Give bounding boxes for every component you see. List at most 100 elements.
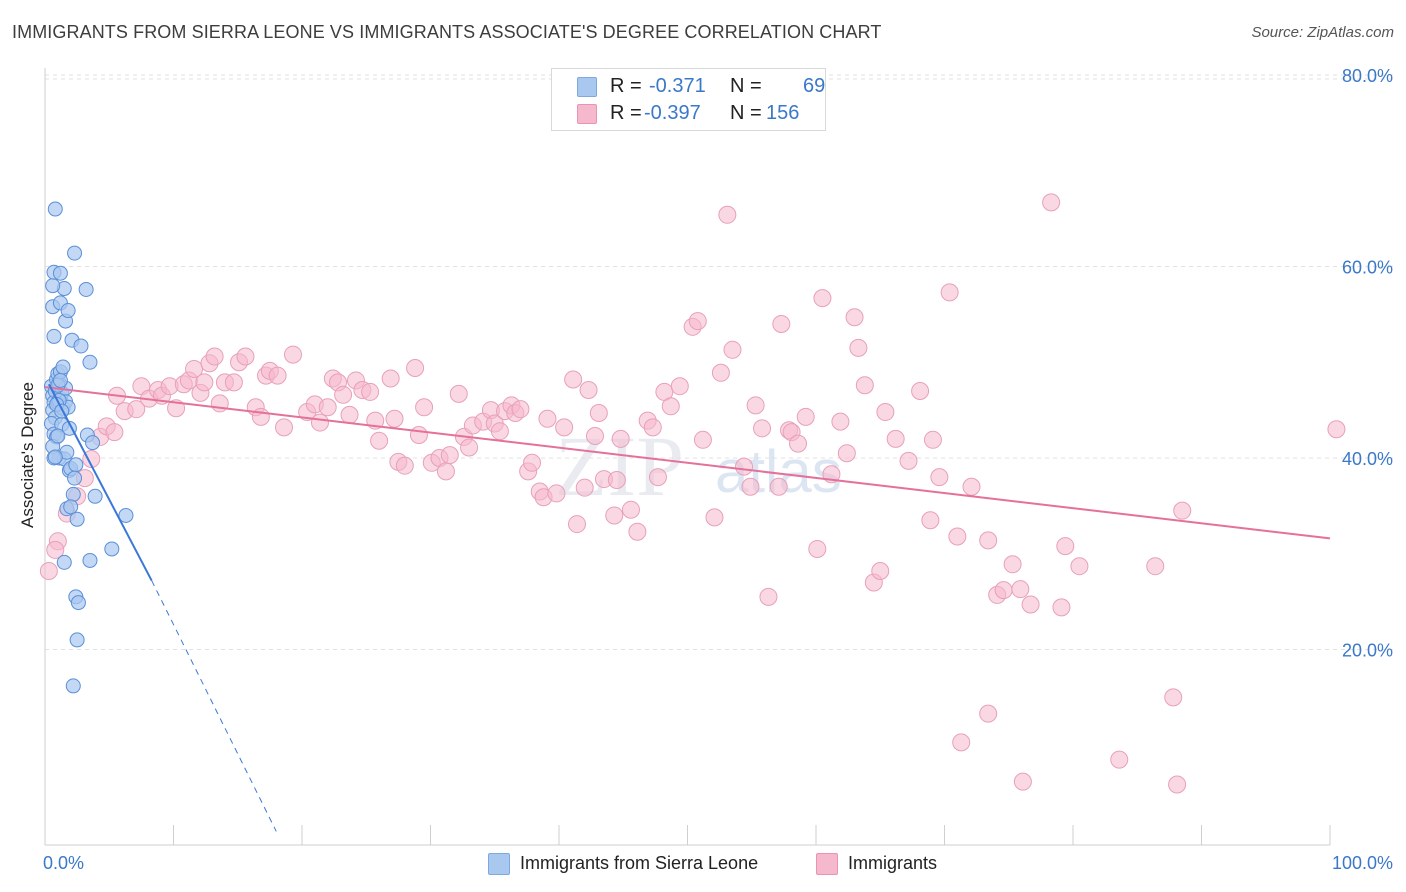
data-point-immigrants [567, 515, 586, 534]
legend-swatch-pink [577, 104, 597, 124]
y-tick-label: 80.0% [1342, 66, 1393, 86]
data-point-immigrants [837, 444, 856, 463]
data-point-immigrants [948, 527, 967, 546]
trend-line-sierra-leone [47, 383, 153, 582]
data-point-immigrants [952, 733, 971, 752]
trend-line-immigrants [44, 386, 1331, 540]
data-point-immigrants [268, 366, 287, 385]
data-point-immigrants [796, 407, 815, 426]
data-point-immigrants [876, 403, 895, 422]
data-point-immigrants [923, 430, 942, 449]
data-point-immigrants [1164, 688, 1183, 707]
data-point-immigrants [849, 338, 868, 357]
data-point-immigrants [406, 358, 425, 377]
tick-labels: 20.0% 40.0% 60.0% 80.0% 0.0% 100.0% [43, 66, 1393, 873]
x-tick-label: 100.0% [1332, 853, 1393, 873]
data-point-immigrants [789, 434, 808, 453]
data-point-immigrants [1042, 193, 1061, 212]
y-axis-label: Associate's Degree [18, 382, 37, 528]
data-point-sierra-leone [47, 449, 63, 465]
data-point-immigrants [611, 429, 630, 448]
data-point-immigrants [334, 385, 353, 404]
data-point-sierra-leone [70, 595, 86, 611]
data-point-sierra-leone [87, 488, 103, 504]
x-tick-label: 0.0% [43, 853, 84, 873]
data-point-immigrants [723, 340, 742, 359]
data-point-immigrants [1110, 750, 1129, 769]
data-point-sierra-leone [56, 554, 72, 570]
data-point-sierra-leone [63, 499, 79, 515]
data-point-immigrants [547, 484, 566, 503]
data-point-sierra-leone [73, 338, 89, 354]
data-point-immigrants [693, 430, 712, 449]
legend-n-label: N = [730, 102, 762, 124]
data-point-immigrants [899, 451, 918, 470]
data-point-sierra-leone [82, 354, 98, 370]
data-point-immigrants [370, 431, 389, 450]
data-point-immigrants [979, 704, 998, 723]
data-point-immigrants [385, 409, 404, 428]
legend-label: Immigrants from Sierra Leone [520, 853, 759, 873]
data-point-immigrants [911, 381, 930, 400]
legend-label: Immigrants [848, 853, 938, 873]
data-point-immigrants [236, 347, 255, 366]
y-tick-label: 40.0% [1342, 449, 1393, 469]
trend-lines [44, 383, 1331, 832]
data-point-immigrants [741, 477, 760, 496]
data-point-immigrants [275, 418, 294, 437]
data-point-immigrants [361, 382, 380, 401]
data-point-immigrants [855, 376, 874, 395]
data-point-immigrants [1021, 595, 1040, 614]
data-point-immigrants [105, 423, 124, 442]
data-point-immigrants [1056, 537, 1075, 556]
data-point-sierra-leone [69, 511, 85, 527]
data-point-sierra-leone [69, 632, 85, 648]
legend-r-value: -0.397 [644, 102, 701, 124]
data-point-immigrants [460, 438, 479, 457]
data-point-immigrants [711, 363, 730, 382]
data-point-immigrants [538, 409, 557, 428]
data-point-immigrants [772, 314, 791, 333]
trend-extension-sierra-leone [151, 580, 277, 832]
data-point-immigrants [284, 345, 303, 364]
data-point-sierra-leone [118, 507, 134, 523]
legend-n-value: 156 [766, 102, 800, 124]
legend-n-label: N = [730, 75, 762, 97]
data-point-sierra-leone [45, 278, 61, 294]
data-point-immigrants [436, 462, 455, 481]
data-point-immigrants [579, 381, 598, 400]
data-point-immigrants [621, 500, 640, 519]
data-point-immigrants [605, 506, 624, 525]
data-point-sierra-leone [65, 486, 81, 502]
data-point-sierra-leone [104, 541, 120, 557]
source-credit[interactable]: Source: ZipAtlas.com [1251, 24, 1394, 41]
legend-swatch-blue [488, 853, 510, 875]
data-point-immigrants [555, 418, 574, 437]
data-point-sierra-leone [85, 435, 101, 451]
data-point-immigrants [39, 561, 58, 580]
data-point-immigrants [845, 308, 864, 327]
data-point-sierra-leone [78, 281, 94, 297]
data-point-sierra-leone [82, 552, 98, 568]
data-point-sierra-leone [47, 201, 63, 217]
data-point-sierra-leone [52, 265, 68, 281]
data-point-sierra-leone [67, 245, 83, 261]
data-point-immigrants [575, 478, 594, 497]
y-tick-label: 20.0% [1342, 641, 1393, 661]
data-point-immigrants [1146, 557, 1165, 576]
data-point-immigrants [940, 283, 959, 302]
data-point-immigrants [1070, 557, 1089, 576]
y-tick-label: 60.0% [1342, 258, 1393, 278]
legend-n-value: 69 [803, 75, 826, 97]
data-point-immigrants [523, 453, 542, 472]
data-point-immigrants [705, 508, 724, 527]
legend-r-label: R = [610, 75, 642, 97]
data-point-immigrants [589, 403, 608, 422]
data-point-immigrants [670, 377, 689, 396]
data-point-immigrants [628, 522, 647, 541]
series-immigrants [39, 193, 1346, 794]
data-point-sierra-leone [54, 403, 70, 419]
data-point-immigrants [979, 531, 998, 550]
data-point-immigrants [735, 457, 754, 476]
